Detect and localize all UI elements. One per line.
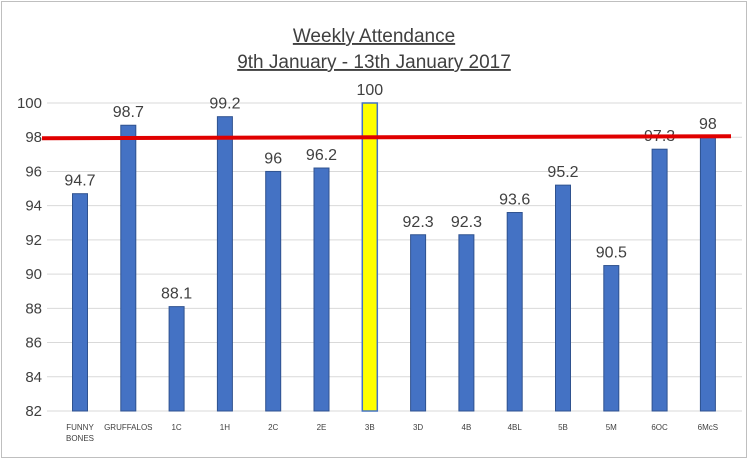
- bar: [603, 265, 620, 412]
- data-label: 92.3: [403, 214, 434, 231]
- y-tick-label: 94: [25, 198, 42, 215]
- bar-highlighted: [361, 102, 379, 412]
- x-tick-label: 4B: [462, 423, 472, 432]
- data-label: 88.1: [161, 286, 192, 303]
- data-label: 98.7: [113, 104, 144, 121]
- y-tick-label: 98: [25, 129, 42, 146]
- bar: [72, 193, 88, 412]
- bar: [555, 184, 571, 412]
- bars: [72, 102, 716, 412]
- x-axis-ticks: FUNNY BONES GRUFFALOS 1C 1H 2C 2E 3B 3D 4B 4BL 5B 5M…: [66, 423, 718, 443]
- x-tick-label: 5B: [558, 423, 568, 432]
- x-tick-label: 2C: [268, 423, 278, 432]
- x-tick-label: 1C: [171, 423, 181, 432]
- data-label: 99.2: [209, 96, 240, 113]
- bar: [458, 234, 475, 412]
- x-tick-label: 4BL: [508, 423, 523, 432]
- y-tick-label: 84: [25, 369, 42, 386]
- bar: [216, 116, 233, 412]
- bar: [506, 212, 523, 412]
- data-label: 100: [356, 82, 383, 99]
- data-labels: 94.7 98.7 88.1 99.2 96 96.2 100 92.3 92.3 93.6 95.…: [64, 82, 716, 303]
- x-tick-label: 1H: [220, 423, 230, 432]
- y-tick-label: 82: [25, 403, 42, 420]
- x-tick-label: 6OC: [651, 423, 668, 432]
- chart-title: Weekly Attendance: [293, 26, 455, 47]
- chart-subtitle: 9th January - 13th January 2017: [237, 52, 511, 73]
- y-tick-label: 90: [25, 266, 42, 283]
- bar: [120, 124, 137, 412]
- bar: [699, 136, 716, 412]
- y-tick-label: 92: [25, 232, 42, 249]
- y-tick-label: 88: [25, 300, 42, 317]
- gridlines: [47, 102, 742, 412]
- data-label: 93.6: [499, 192, 530, 209]
- x-tick-label: FUNNY: [66, 423, 94, 432]
- x-tick-label: 3D: [413, 423, 423, 432]
- data-label: 98: [699, 116, 717, 133]
- y-tick-label: 86: [25, 335, 42, 352]
- target-line-layer: [41, 134, 732, 141]
- bar: [168, 306, 185, 412]
- x-tick-label: 5M: [606, 423, 617, 432]
- x-tick-label: GRUFFALOS: [104, 423, 152, 432]
- data-label: 95.2: [547, 164, 578, 181]
- bar: [651, 148, 668, 412]
- y-tick-label: 96: [25, 163, 42, 180]
- data-label: 92.3: [451, 214, 482, 231]
- data-label: 90.5: [596, 245, 627, 262]
- bar: [313, 167, 330, 412]
- data-label: 96.2: [306, 147, 337, 164]
- x-tick-label: BONES: [66, 434, 94, 443]
- x-tick-label: 2E: [317, 423, 327, 432]
- y-tick-label: 100: [17, 95, 42, 112]
- y-axis-ticks: 82 84 86 88 90 92 94 96 98 100: [17, 95, 42, 420]
- data-label: 94.7: [64, 173, 95, 190]
- bar: [410, 234, 427, 412]
- data-label: 96: [264, 150, 282, 167]
- bar: [265, 170, 282, 412]
- x-tick-label: 6McS: [698, 423, 718, 432]
- target-line: [41, 134, 732, 141]
- x-tick-label: 3B: [365, 423, 375, 432]
